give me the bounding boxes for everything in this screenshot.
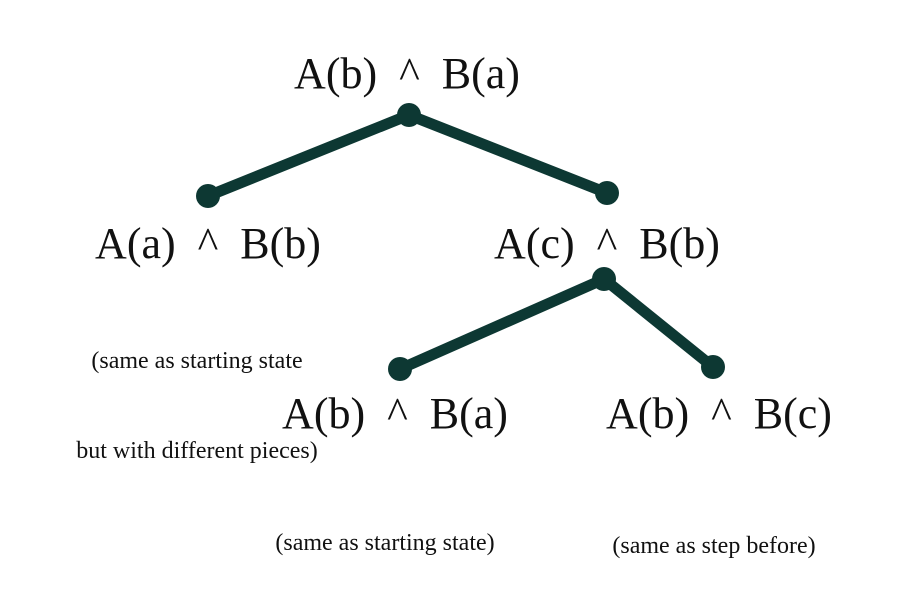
edge-root-to-left	[202, 109, 415, 202]
node-dot-root	[397, 103, 421, 127]
node-dot-right-right-child	[701, 355, 725, 379]
edge-layer	[202, 109, 719, 375]
root-node-label: A(b) ^ B(a)	[294, 49, 520, 98]
node-dot-left-child	[196, 184, 220, 208]
left-child-note: (same as starting state but with differe…	[76, 286, 317, 526]
right-right-child-note: (same as step before)	[612, 471, 815, 600]
right-child-label: A(c) ^ B(b)	[494, 219, 720, 268]
edge-right-to-right-left	[394, 273, 610, 375]
node-dot-right-child-bottom	[592, 267, 616, 291]
edge-root-to-right	[403, 109, 613, 199]
edge-right-to-right-right	[598, 273, 719, 373]
right-right-child-label: A(b) ^ B(c)	[606, 389, 832, 438]
right-left-child-label: A(b) ^ B(a)	[282, 389, 508, 438]
left-child-note-line-2: but with different pieces)	[76, 438, 318, 464]
dot-layer	[196, 103, 725, 381]
right-right-child-note-line-1: (same as step before)	[612, 533, 816, 559]
node-dot-right-left-child	[388, 357, 412, 381]
left-child-label: A(a) ^ B(b)	[95, 219, 321, 268]
right-left-child-note-line-1: (same as starting state)	[275, 530, 495, 556]
node-dot-right-child	[595, 181, 619, 205]
right-left-child-note: (same as starting state)	[275, 468, 494, 600]
left-child-note-line-1: (same as starting state	[91, 348, 303, 374]
